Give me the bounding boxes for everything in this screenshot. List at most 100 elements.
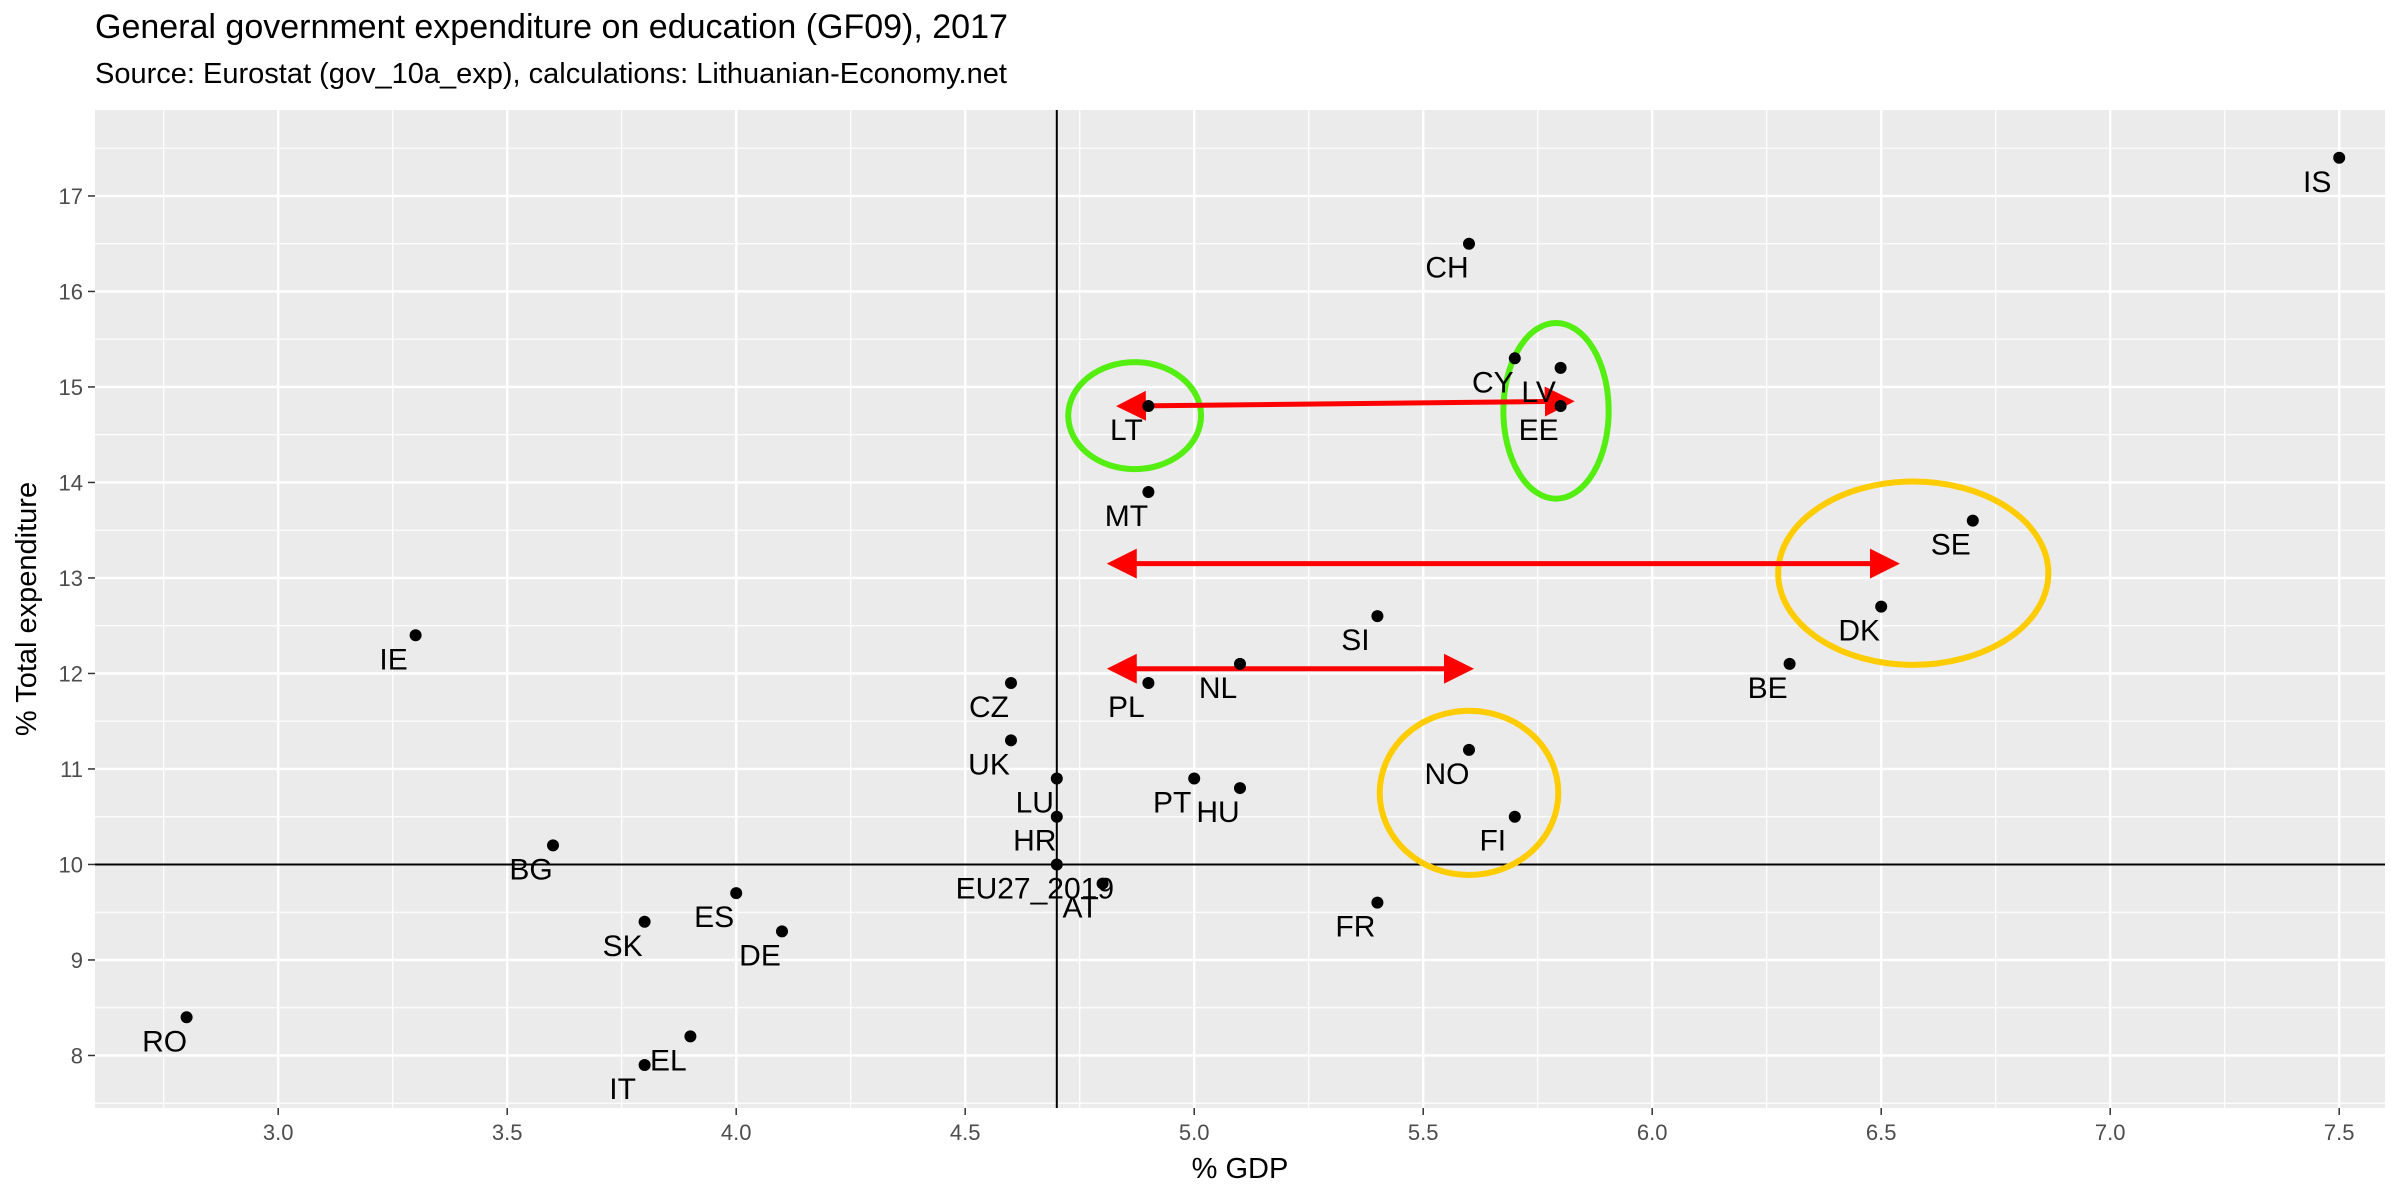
point-label: IE — [379, 643, 407, 676]
data-point — [2333, 151, 2346, 164]
point-label: DE — [739, 939, 781, 972]
point-label: SK — [603, 930, 643, 963]
data-point — [1142, 400, 1155, 413]
data-point — [1875, 600, 1888, 613]
data-point — [638, 915, 651, 928]
point-label: CZ — [969, 691, 1009, 724]
point-label: IS — [2303, 166, 2331, 199]
data-point — [1508, 810, 1521, 823]
x-tick-label: 4.0 — [721, 1120, 752, 1145]
point-label: NO — [1425, 758, 1470, 791]
y-tick-label: 8 — [71, 1043, 83, 1068]
y-tick-label: 9 — [71, 948, 83, 973]
x-tick-label: 5.0 — [1179, 1120, 1210, 1145]
point-label: CH — [1425, 252, 1468, 285]
y-tick-label: 13 — [59, 566, 83, 591]
highlight-ellipse — [1376, 707, 1562, 878]
point-label: RO — [142, 1025, 187, 1058]
point-label: MT — [1105, 500, 1148, 533]
y-axis-title: % Total expenditure — [11, 482, 43, 736]
data-point — [180, 1011, 193, 1024]
data-point — [1783, 657, 1796, 670]
chart-subtitle: Source: Eurostat (gov_10a_exp), calculat… — [95, 58, 1007, 90]
data-point — [1371, 610, 1384, 623]
data-point — [730, 887, 743, 900]
data-point — [1463, 743, 1475, 756]
x-axis-title: % GDP — [1192, 1153, 1289, 1185]
point-label: LT — [1110, 414, 1143, 447]
data-point — [1463, 237, 1475, 250]
grid-minor — [95, 110, 2385, 1108]
y-tick-label: 11 — [60, 757, 83, 782]
data-point — [684, 1030, 697, 1043]
point-label: FR — [1335, 911, 1375, 944]
data-point — [1371, 896, 1384, 909]
reference-lines — [95, 110, 2385, 1108]
point-label: BG — [509, 853, 552, 886]
data-point — [1554, 361, 1567, 374]
point-label: HR — [1013, 825, 1056, 858]
point-label: PT — [1153, 787, 1191, 820]
point-label: SI — [1341, 624, 1369, 657]
y-tick-label: 12 — [59, 661, 83, 686]
point-label: ES — [694, 901, 734, 934]
data-point — [1966, 514, 1979, 527]
point-label: SE — [1931, 529, 1971, 562]
data-point — [1554, 400, 1567, 413]
point-label: EL — [650, 1044, 687, 1077]
x-tick-label: 6.5 — [1866, 1120, 1897, 1145]
x-tick-label: 7.5 — [2324, 1120, 2355, 1145]
plot-panel — [95, 110, 2385, 1108]
data-point — [1188, 772, 1201, 785]
y-tick-label: 10 — [59, 852, 83, 877]
y-tick-label: 16 — [59, 279, 83, 304]
y-tick-label: 14 — [59, 470, 83, 495]
x-axis: 3.0 3.5 4.0 4.5 5.0 5.5 6.0 6.5 7.0 7.5 — [263, 1108, 2355, 1145]
point-label: FI — [1479, 825, 1506, 858]
data-point — [1005, 734, 1017, 747]
chart-title: General government expenditure on educat… — [95, 8, 1008, 46]
point-label: EU27_2019 — [956, 872, 1114, 905]
point-label: IT — [609, 1073, 636, 1106]
point-label: NL — [1199, 672, 1237, 705]
data-point — [638, 1059, 651, 1072]
data-point — [1508, 352, 1521, 365]
y-axis: 8 9 10 11 12 13 14 15 16 17 — [59, 184, 95, 1068]
point-label: EE — [1519, 414, 1559, 447]
annotation-arrows — [1106, 386, 1900, 684]
data-point — [547, 839, 559, 852]
comparison-arrow — [1115, 386, 1575, 421]
point-label: BE — [1748, 672, 1788, 705]
point-label: DK — [1838, 615, 1880, 648]
y-tick-label: 17 — [59, 184, 83, 209]
data-point — [1005, 677, 1017, 690]
point-label: PL — [1108, 691, 1145, 724]
point-label: AT — [1063, 892, 1099, 925]
x-tick-label: 4.5 — [950, 1120, 981, 1145]
point-label: UK — [968, 748, 1010, 781]
data-point — [1142, 677, 1155, 690]
point-labels: IS CH CY LV EE LT MT SE DK SI IE BE NL CZ PL UK NO LU PT HU… — [142, 166, 2331, 1106]
x-tick-label: 3.5 — [492, 1120, 523, 1145]
point-label: LU — [1016, 787, 1054, 820]
data-point — [1050, 858, 1063, 871]
grid-major — [95, 110, 2385, 1108]
data-point — [1142, 486, 1155, 499]
data-point — [1234, 657, 1246, 670]
point-label: LV — [1521, 376, 1555, 409]
data-point — [1050, 772, 1063, 785]
point-label: HU — [1196, 796, 1239, 829]
data-point — [409, 629, 422, 642]
x-tick-label: 3.0 — [263, 1120, 294, 1145]
point-label: CY — [1472, 366, 1514, 399]
data-point — [1050, 810, 1063, 823]
x-tick-label: 6.0 — [1637, 1120, 1668, 1145]
data-point — [1234, 782, 1246, 795]
data-points — [180, 151, 2346, 1072]
x-tick-label: 5.5 — [1408, 1120, 1439, 1145]
y-tick-label: 15 — [59, 375, 83, 400]
data-point — [1096, 877, 1109, 890]
x-tick-label: 7.0 — [2095, 1120, 2126, 1145]
data-point — [776, 925, 788, 938]
